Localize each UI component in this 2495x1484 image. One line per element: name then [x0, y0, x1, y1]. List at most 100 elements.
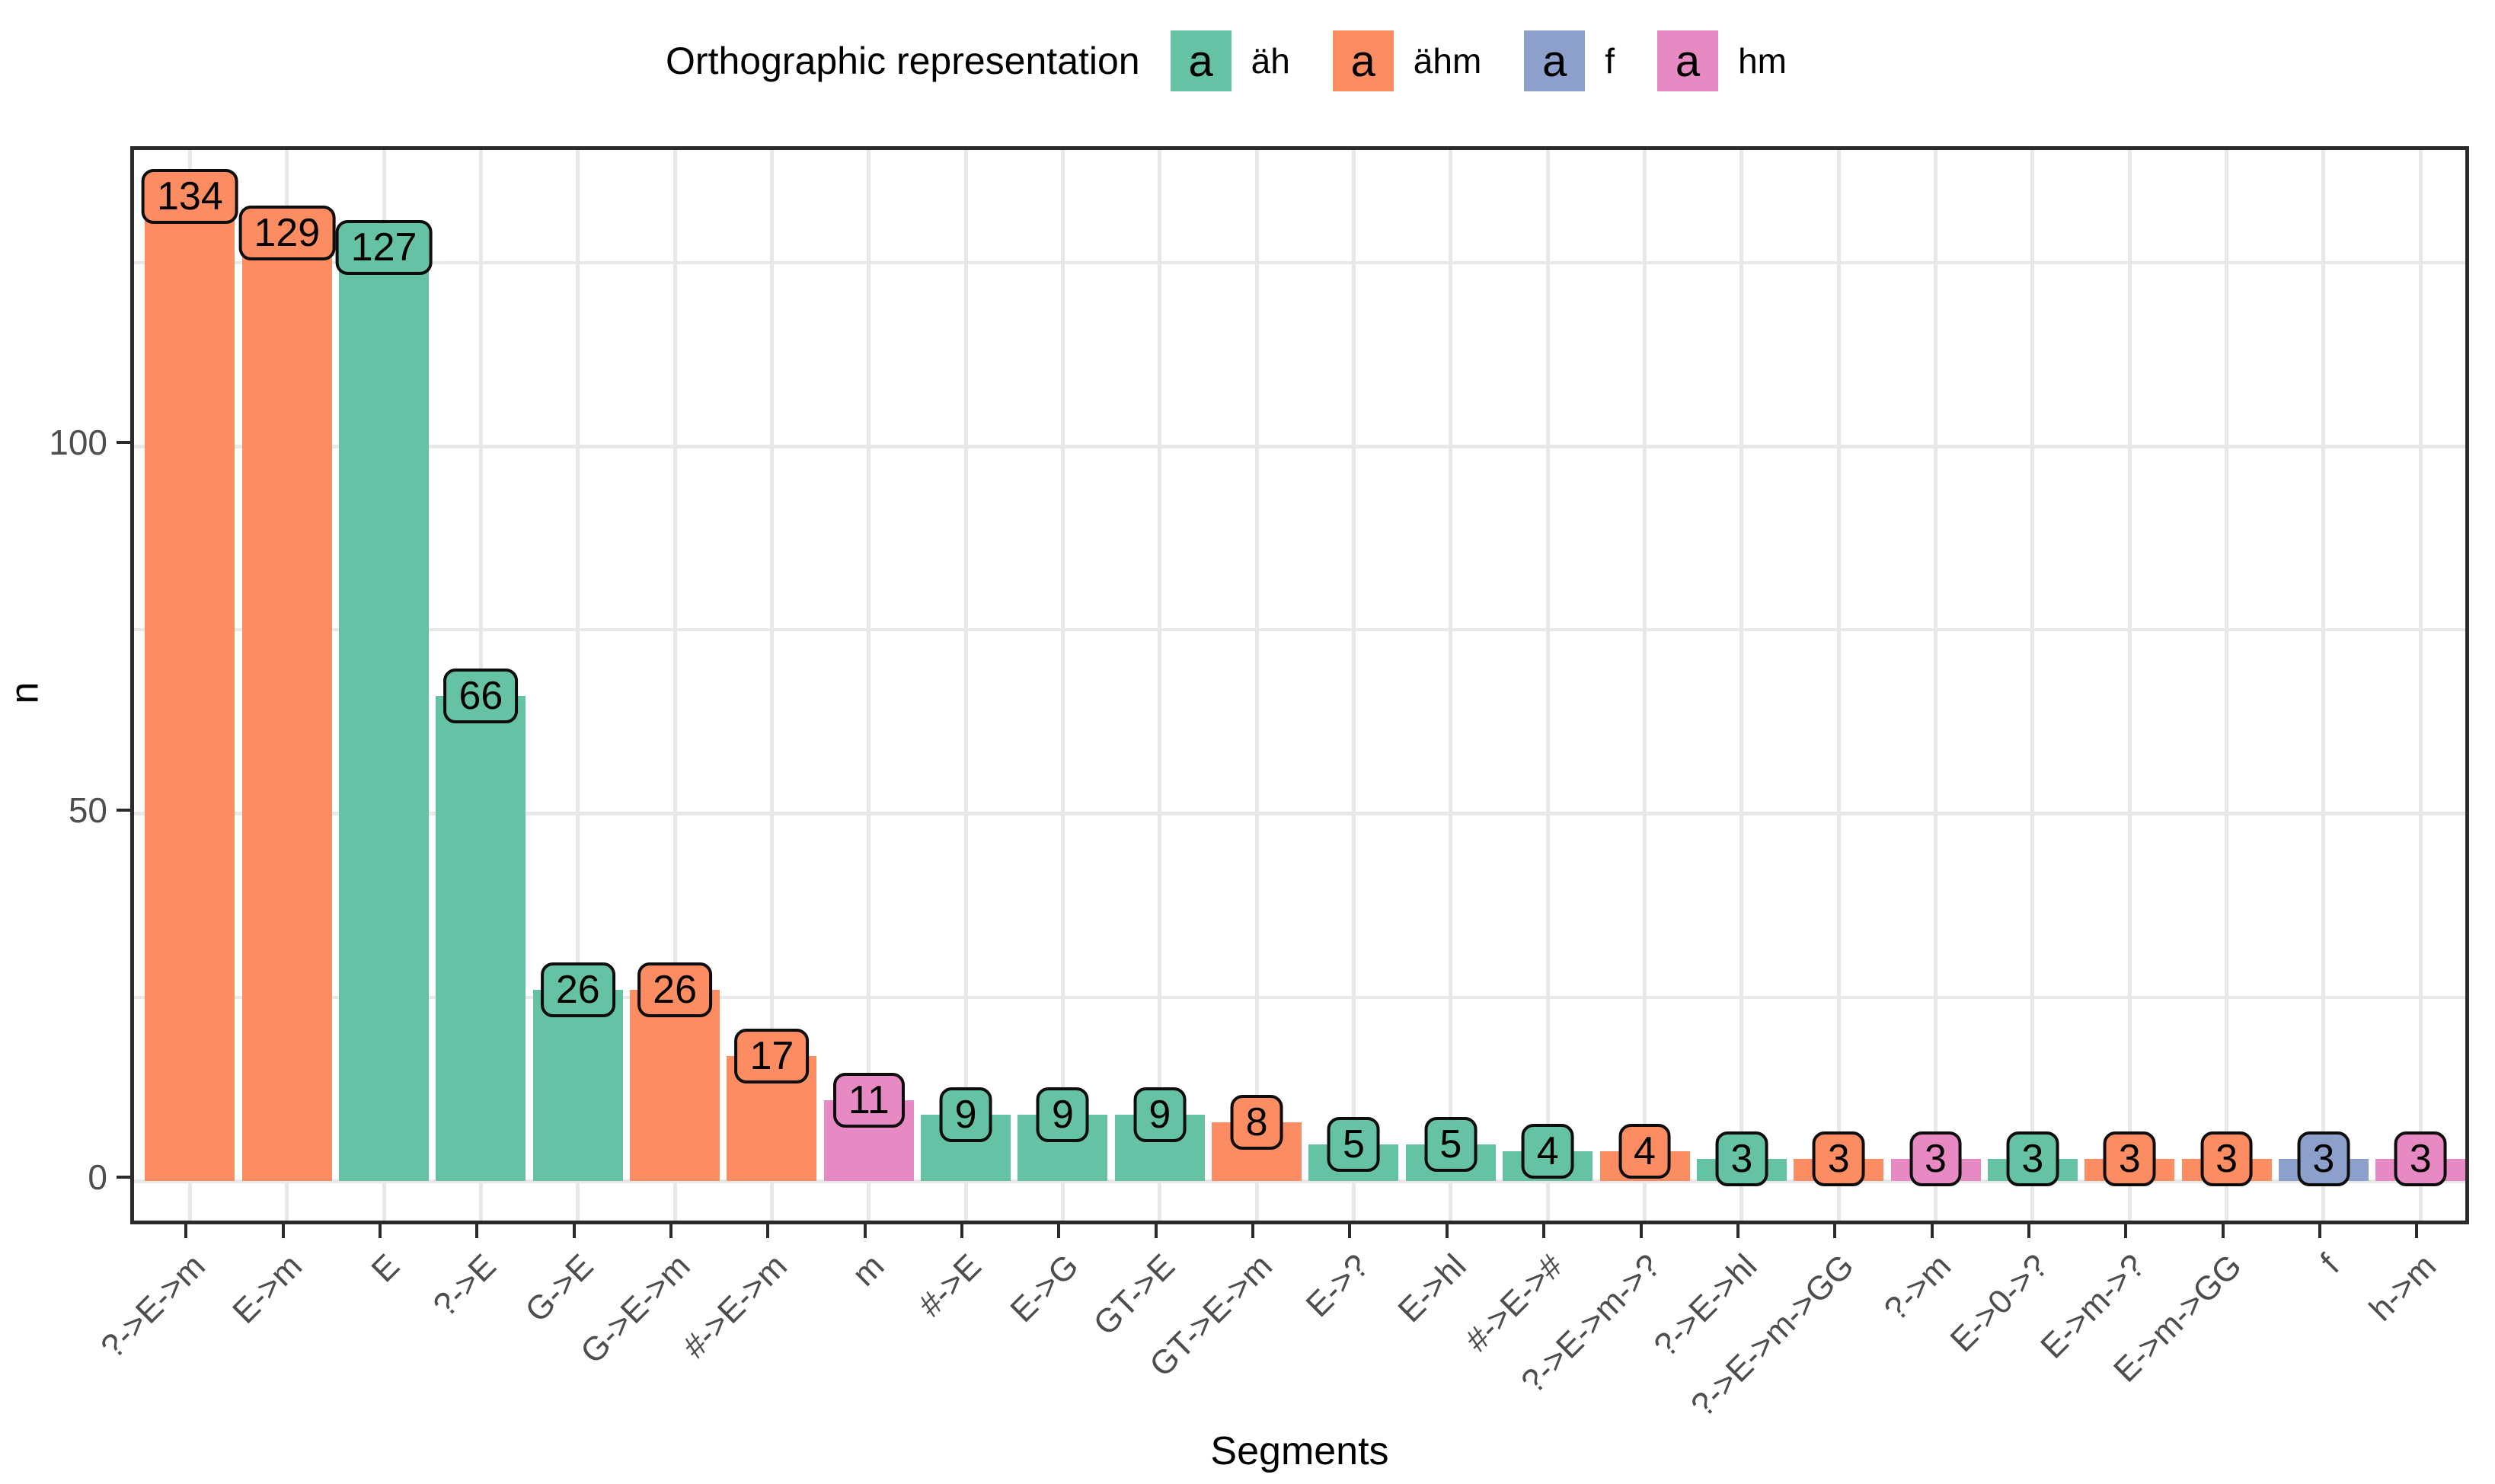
- x-tick-mark: [572, 1224, 576, 1238]
- x-tick-label: #->E: [911, 1247, 989, 1325]
- vertical-gridline: [2225, 150, 2229, 1221]
- x-tick-mark: [2124, 1224, 2128, 1238]
- bar-value-label: 17: [734, 1028, 810, 1083]
- bar-value-label: 127: [335, 220, 433, 276]
- legend-key-label: äh: [1251, 41, 1290, 81]
- y-tick-mark: [117, 1176, 130, 1179]
- bar-value-label: 9: [1036, 1087, 1089, 1143]
- x-tick-mark: [281, 1224, 285, 1238]
- legend-title: Orthographic representation: [666, 40, 1140, 82]
- x-tick-mark: [1251, 1224, 1255, 1238]
- vertical-gridline: [1739, 150, 1744, 1221]
- bar-value-label: 26: [540, 962, 615, 1018]
- vertical-gridline: [672, 150, 677, 1221]
- x-tick-label: ?->E->m: [94, 1247, 213, 1366]
- x-tick-mark: [1445, 1224, 1449, 1238]
- bar-value-label: 66: [443, 669, 519, 724]
- x-axis-title: Segments: [1210, 1429, 1389, 1473]
- bar-value-label: 4: [1521, 1124, 1574, 1179]
- vertical-gridline: [769, 150, 774, 1221]
- vertical-gridline: [2030, 150, 2035, 1221]
- x-tick-mark: [1542, 1224, 1546, 1238]
- x-tick-label: G->E: [518, 1247, 601, 1330]
- x-tick-mark: [1930, 1224, 1934, 1238]
- x-tick-label: #->E->m: [676, 1247, 795, 1366]
- bar: [339, 247, 430, 1181]
- legend-key-label: f: [1605, 41, 1615, 81]
- minor-gridline: [134, 628, 2465, 632]
- legend-key-swatch: a: [1524, 30, 1586, 91]
- minor-gridline: [134, 995, 2465, 999]
- bar-value-label: 9: [939, 1087, 992, 1143]
- bar-value-label: 5: [1327, 1116, 1380, 1172]
- x-tick-mark: [766, 1224, 770, 1238]
- x-tick-label: h->m: [2362, 1247, 2443, 1329]
- vertical-gridline: [1158, 150, 1162, 1221]
- bar-value-label: 129: [238, 206, 336, 261]
- y-tick-label: 0: [88, 1157, 107, 1197]
- bar-value-label: 9: [1133, 1087, 1187, 1143]
- bar-value-label: 26: [637, 962, 713, 1018]
- x-tick-mark: [1736, 1224, 1739, 1238]
- legend-key-glyph: a: [1188, 36, 1213, 86]
- x-tick-mark: [2027, 1224, 2030, 1238]
- x-tick-label: GT->E: [1087, 1247, 1183, 1343]
- y-axis-title: n: [2, 681, 47, 704]
- bar-value-label: 8: [1230, 1094, 1283, 1150]
- vertical-gridline: [2418, 150, 2423, 1221]
- vertical-gridline: [576, 150, 580, 1221]
- x-tick-mark: [2415, 1224, 2419, 1238]
- bar-value-label: 5: [1424, 1116, 1478, 1172]
- vertical-gridline: [867, 150, 871, 1221]
- vertical-gridline: [1836, 150, 1841, 1221]
- bar-value-label: 3: [2200, 1131, 2253, 1187]
- legend-key: a äh: [1170, 30, 1333, 91]
- x-tick-mark: [1057, 1224, 1061, 1238]
- legend-key-label: hm: [1738, 41, 1787, 81]
- legend: Orthographic representation a äh a ähm a f a hm: [0, 0, 2495, 122]
- vertical-gridline: [1351, 150, 1356, 1221]
- legend-key: a ähm: [1332, 30, 1524, 91]
- bar-value-label: 3: [1909, 1131, 1962, 1187]
- x-tick-mark: [960, 1224, 964, 1238]
- y-tick-label: 100: [49, 423, 107, 462]
- x-tick-mark: [475, 1224, 479, 1238]
- vertical-gridline: [1545, 150, 1550, 1221]
- x-tick-mark: [2221, 1224, 2225, 1238]
- legend-key-glyph: a: [1675, 36, 1701, 86]
- legend-key-swatch: a: [1170, 30, 1232, 91]
- x-tick-label: E->m: [225, 1247, 310, 1331]
- x-tick-label: E->?: [1299, 1247, 1377, 1325]
- legend-key-glyph: a: [1542, 36, 1567, 86]
- x-tick-mark: [1348, 1224, 1352, 1238]
- y-tick-mark: [117, 441, 130, 444]
- legend-key: a hm: [1657, 30, 1829, 91]
- x-tick-mark: [2318, 1224, 2321, 1238]
- bar-value-label: 134: [142, 168, 238, 224]
- vertical-gridline: [2127, 150, 2132, 1221]
- bar-value-label: 11: [832, 1072, 905, 1128]
- y-tick-mark: [117, 808, 130, 812]
- plot-panel: 134 129 127 66 26 26 17 11 9 9 9 8 5 5 4 4 3 3 3 3 3 3 3 3: [130, 146, 2469, 1224]
- legend-key-glyph: a: [1350, 36, 1375, 86]
- vertical-gridline: [1060, 150, 1065, 1221]
- x-tick-mark: [1154, 1224, 1158, 1238]
- major-gridline: [134, 444, 2465, 448]
- vertical-gridline: [1934, 150, 1938, 1221]
- bar-value-label: 4: [1618, 1124, 1671, 1179]
- x-tick-mark: [184, 1224, 188, 1238]
- vertical-gridline: [1254, 150, 1259, 1221]
- bar-value-label: 3: [2297, 1131, 2350, 1187]
- x-tick-label: ?->m: [1877, 1247, 1959, 1329]
- y-tick-label: 50: [68, 790, 107, 830]
- legend-key-swatch: a: [1657, 30, 1719, 91]
- x-tick-label: ?->E: [426, 1247, 504, 1325]
- major-gridline: [134, 812, 2465, 815]
- x-tick-label: f: [2313, 1247, 2346, 1281]
- bar: [532, 990, 623, 1181]
- bar: [145, 196, 235, 1181]
- bar-value-label: 3: [2006, 1131, 2059, 1187]
- legend-key-label: ähm: [1413, 41, 1482, 81]
